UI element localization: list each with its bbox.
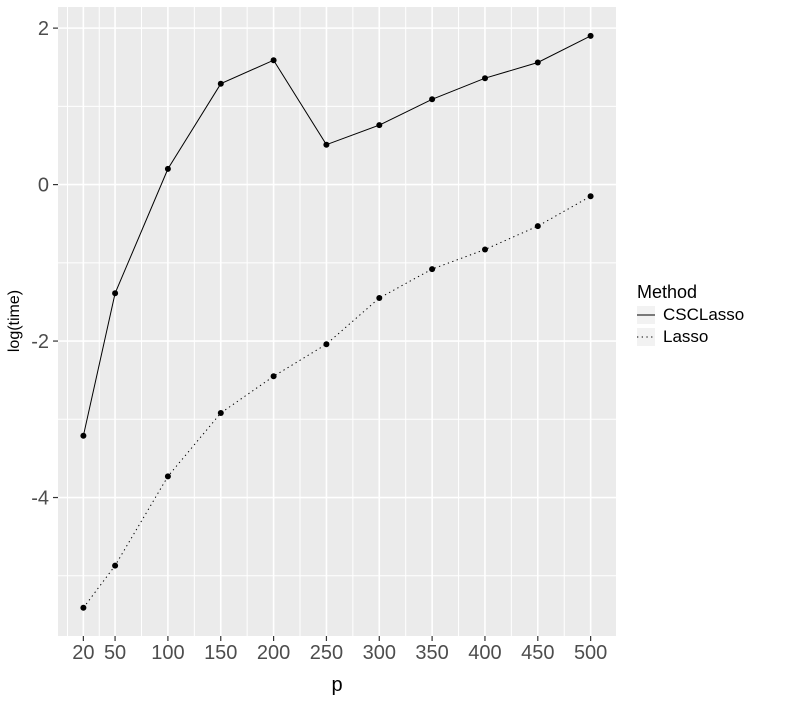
x-axis-tick-label: 300 <box>363 642 396 664</box>
minor-gridlines <box>58 7 616 636</box>
y-axis-tick-labels: 2 0 -2 -4 <box>31 18 49 509</box>
x-axis-tick-label: 250 <box>310 642 343 664</box>
data-point <box>429 266 436 273</box>
data-point <box>587 193 594 200</box>
x-axis-tick-label: 20 <box>72 642 94 664</box>
data-point <box>534 223 541 230</box>
x-axis-tick-label: 450 <box>521 642 554 664</box>
legend-item-label: CSCLasso <box>663 304 745 324</box>
dotted-line-sample-icon <box>637 336 655 337</box>
legend-title: Method <box>637 282 698 302</box>
data-point <box>80 604 87 611</box>
data-point <box>164 473 171 480</box>
data-point <box>323 341 330 348</box>
series-points-csclasso <box>80 32 594 439</box>
data-point <box>534 59 541 66</box>
solid-line-sample-icon <box>637 314 655 315</box>
data-point <box>112 290 119 297</box>
x-axis-tick-label: 500 <box>574 642 607 664</box>
data-point <box>164 165 171 172</box>
x-axis-tick-label: 100 <box>151 642 184 664</box>
data-point <box>587 32 594 39</box>
data-point <box>80 432 87 439</box>
data-point <box>376 122 383 129</box>
y-axis-tick-label: -2 <box>31 331 49 353</box>
axis-ticks <box>53 27 592 641</box>
data-point <box>482 75 488 82</box>
data-point <box>482 246 488 253</box>
major-gridlines <box>58 7 616 636</box>
data-point <box>270 373 277 380</box>
y-axis-title: log(time) <box>6 289 23 353</box>
x-axis-tick-label: 350 <box>415 642 448 664</box>
x-axis-tick-label: 150 <box>204 642 237 664</box>
data-point <box>217 410 224 416</box>
x-axis-tick-label: 200 <box>257 642 290 664</box>
legend-item-lasso: Lasso <box>637 326 744 347</box>
data-point <box>429 96 436 103</box>
legend-item-csclasso: CSCLasso <box>637 304 744 325</box>
series-points-lasso <box>80 193 594 611</box>
data-point <box>376 295 383 301</box>
y-axis-tick-label: 2 <box>38 18 49 40</box>
data-point <box>112 562 119 569</box>
panel-background <box>58 7 616 636</box>
x-axis-title: p <box>331 674 343 696</box>
legend-key <box>637 305 655 324</box>
data-point <box>323 141 330 148</box>
data-point <box>217 80 224 87</box>
data-point <box>270 57 277 64</box>
x-axis-tick-labels: 20 50 100 150 200 250 300 350 400 450 500 <box>72 642 607 664</box>
y-axis-tick-label: 0 <box>38 175 49 197</box>
legend: Method CSCLasso Lasso <box>637 281 744 347</box>
legend-item-label: Lasso <box>663 326 709 346</box>
y-axis-tick-label: -4 <box>31 488 49 510</box>
x-axis-tick-label: 400 <box>468 642 501 664</box>
legend-key <box>637 327 655 346</box>
x-axis-tick-label: 50 <box>104 642 126 664</box>
